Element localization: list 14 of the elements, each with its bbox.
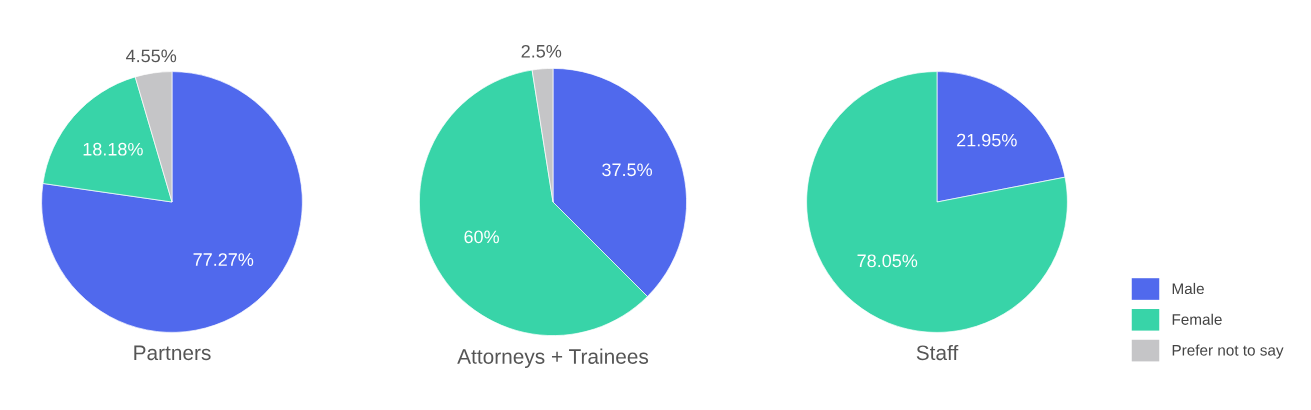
data-label: 2.5% xyxy=(521,44,562,58)
data-label: 78.05% xyxy=(857,254,918,268)
legend-label: Male xyxy=(1172,282,1204,295)
data-label: 60% xyxy=(464,230,499,244)
data-label: 37.5% xyxy=(602,163,653,177)
data-label: 4.55% xyxy=(126,49,177,63)
data-label: 77.27% xyxy=(193,253,254,266)
text: Staff xyxy=(916,344,959,361)
legend-label: Female xyxy=(1172,313,1222,325)
text: Attorneys + Trainees xyxy=(457,348,649,369)
data-label: 21.95% xyxy=(957,133,1017,147)
data-label: 18.18% xyxy=(83,142,143,156)
text: Partners xyxy=(134,345,211,361)
legend-label: Prefer not to say xyxy=(1172,344,1284,359)
